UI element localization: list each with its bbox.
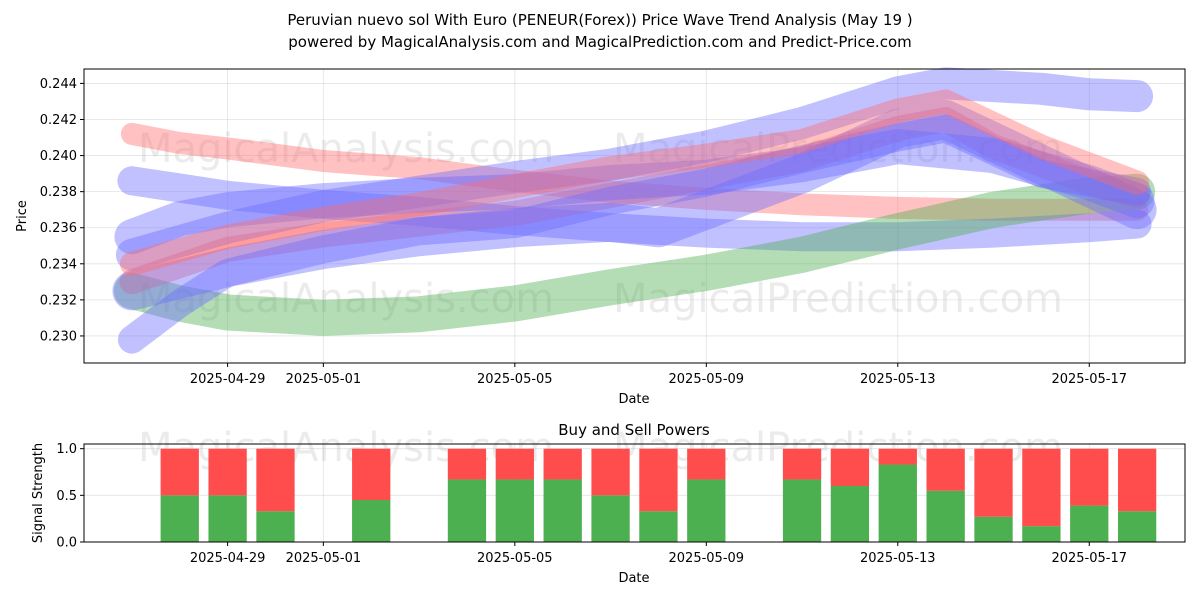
buy-power-bar <box>974 516 1013 542</box>
price-panel: MagicalAnalysis.com MagicalPrediction.co… <box>15 67 1186 407</box>
price-x-tick-label: 2025-05-13 <box>860 372 936 387</box>
buy-power-bar <box>591 495 630 542</box>
price-wave-band <box>117 114 1152 354</box>
price-wave-band <box>117 166 1152 252</box>
sell-power-bar <box>352 448 391 500</box>
chart-title: Peruvian nuevo sol With Euro (PENEUR(For… <box>287 11 912 29</box>
price-x-tick-label: 2025-04-29 <box>190 372 266 387</box>
watermark-analysis: MagicalAnalysis.com <box>138 276 554 322</box>
price-wave-band <box>113 173 1156 336</box>
sell-power-bar <box>926 448 965 491</box>
sell-power-bar <box>495 448 534 480</box>
price-x-tick-label: 2025-05-17 <box>1051 372 1127 387</box>
sell-power-bar <box>1022 448 1061 527</box>
buy-power-bar <box>878 464 917 542</box>
powers-x-tick-label: 2025-05-17 <box>1051 551 1127 566</box>
buy-power-bar <box>256 511 295 542</box>
watermark-analysis: MagicalAnalysis.com <box>138 126 554 172</box>
watermark-prediction: MagicalPrediction.com <box>613 276 1063 322</box>
price-x-tick-label: 2025-05-09 <box>669 372 745 387</box>
price-y-tick-label: 0.236 <box>40 221 77 236</box>
powers-y-axis-label: Signal Strength <box>31 443 46 543</box>
buy-power-bar <box>208 495 247 542</box>
powers-plot-frame <box>83 443 1186 543</box>
sell-power-bar <box>208 448 247 496</box>
powers-x-ticks: 2025-04-29 2025-05-01 2025-05-05 2025-05-09… <box>190 542 1127 566</box>
price-x-axis-label: Date <box>618 392 649 407</box>
powers-x-tick-label: 2025-04-29 <box>190 551 266 566</box>
price-x-ticks: 2025-04-29 2025-05-01 2025-05-05 2025-05-09… <box>190 363 1127 387</box>
price-y-tick-label: 0.238 <box>40 185 77 200</box>
price-wave-band <box>112 100 1157 311</box>
chart-subtitle: powered by MagicalAnalysis.com and Magic… <box>288 33 912 51</box>
powers-x-tick-label: 2025-05-09 <box>669 551 745 566</box>
sell-power-bar <box>591 448 630 496</box>
price-y-tick-label: 0.234 <box>40 257 77 272</box>
sell-power-bar <box>878 448 917 465</box>
sell-power-bar <box>830 448 870 486</box>
powers-y-tick-label: 1.0 <box>56 442 77 457</box>
buy-power-bar <box>926 490 965 542</box>
sell-power-bar <box>974 448 1013 517</box>
price-y-tick-label: 0.240 <box>40 149 77 164</box>
price-wave-band <box>115 67 1154 271</box>
powers-y-tick-label: 0.0 <box>56 536 77 551</box>
sell-power-bar <box>782 448 822 480</box>
buy-power-bar <box>639 511 678 542</box>
sell-power-bar <box>447 448 487 480</box>
price-plot-area <box>84 69 1185 363</box>
powers-panel: Buy and Sell Powers MagicalAnalysis.com … <box>31 421 1186 586</box>
sell-power-bar <box>256 448 295 512</box>
buy-power-bar <box>543 479 582 542</box>
powers-y-tick-label: 0.5 <box>56 489 77 504</box>
watermark-prediction: MagicalPrediction.com <box>613 126 1063 172</box>
buy-power-bar <box>1022 526 1061 542</box>
sell-power-bar <box>543 448 582 480</box>
price-plot-frame <box>83 68 1186 364</box>
powers-x-tick-label: 2025-05-13 <box>860 551 936 566</box>
price-y-tick-label: 0.232 <box>40 293 77 308</box>
buy-power-bar <box>687 479 726 542</box>
powers-bars-group <box>160 448 1157 542</box>
buy-power-bar <box>1117 511 1157 542</box>
powers-title: Buy and Sell Powers <box>558 421 710 439</box>
price-y-tick-label: 0.230 <box>40 329 77 344</box>
sell-power-bar <box>160 448 199 496</box>
price-series-group <box>112 67 1157 354</box>
buy-power-bar <box>1070 505 1109 542</box>
price-wave-band <box>119 107 1150 295</box>
price-grid <box>84 69 1185 363</box>
buy-power-bar <box>782 479 822 542</box>
price-wave-band <box>119 89 1150 276</box>
buy-power-bar <box>495 479 534 542</box>
price-x-tick-label: 2025-05-05 <box>477 372 553 387</box>
price-wave-band <box>114 129 1155 255</box>
powers-x-axis-label: Date <box>618 571 649 586</box>
powers-x-tick-label: 2025-05-01 <box>286 551 362 566</box>
price-y-tick-label: 0.242 <box>40 113 77 128</box>
buy-power-bar <box>160 495 199 542</box>
watermark-analysis: MagicalAnalysis.com <box>138 425 554 471</box>
sell-power-bar <box>687 448 726 480</box>
buy-power-bar <box>352 500 391 542</box>
price-y-axis-label: Price <box>15 200 30 232</box>
buy-power-bar <box>830 486 870 542</box>
price-x-tick-label: 2025-05-01 <box>286 372 362 387</box>
sell-power-bar <box>1070 448 1109 506</box>
price-y-tick-label: 0.244 <box>40 77 77 92</box>
price-wave-band <box>120 122 1149 221</box>
buy-power-bar <box>447 479 487 542</box>
sell-power-bar <box>639 448 678 512</box>
powers-x-tick-label: 2025-05-05 <box>477 551 553 566</box>
powers-y-ticks: 0.0 0.5 1.0 <box>56 442 84 551</box>
sell-power-bar <box>1117 448 1157 512</box>
price-y-ticks: 0.230 0.232 0.234 0.236 0.238 0.240 0.242 0.244 <box>40 77 84 344</box>
